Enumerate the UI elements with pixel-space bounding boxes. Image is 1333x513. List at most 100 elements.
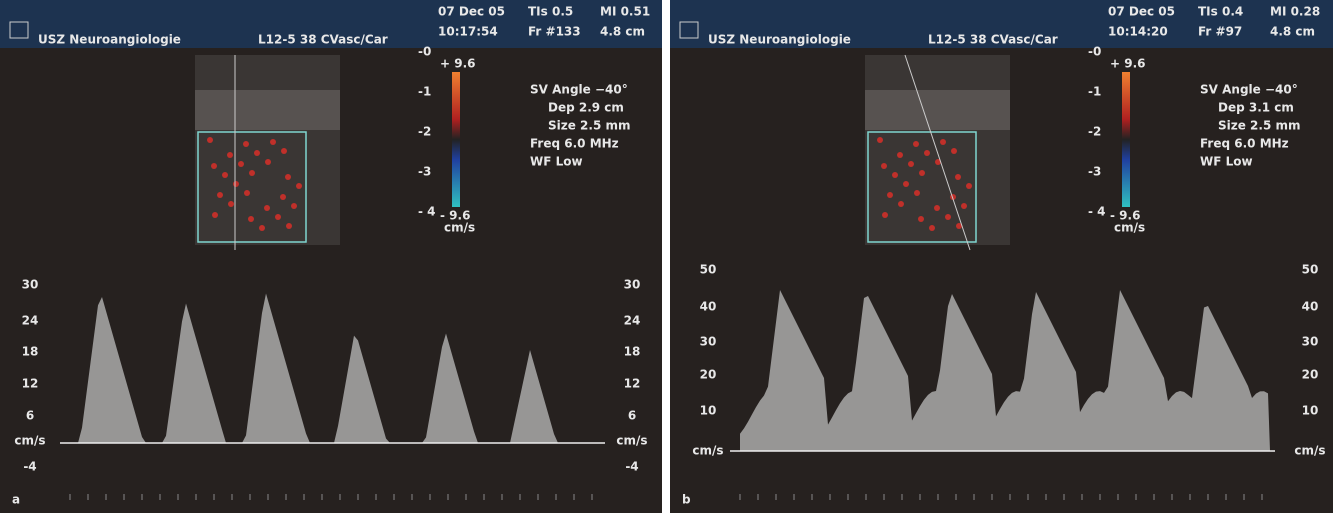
parameter: Dep 2.9 cm bbox=[548, 101, 624, 115]
flow-speckle bbox=[887, 192, 893, 198]
spectrum-tick-right: 30 bbox=[1302, 335, 1319, 349]
flow-speckle bbox=[227, 152, 233, 158]
flow-speckle bbox=[296, 183, 302, 189]
flow-speckle bbox=[934, 205, 940, 211]
frame: Fr #133 bbox=[528, 25, 581, 39]
bmode-image bbox=[195, 55, 340, 245]
flow-speckle bbox=[281, 148, 287, 154]
frame: Fr #97 bbox=[1198, 25, 1242, 39]
spectrum-tick-left: 30 bbox=[700, 335, 717, 349]
spectrum-tick-right: 40 bbox=[1302, 300, 1319, 314]
spectrum-tick-left: cm/s bbox=[14, 434, 45, 448]
parameter: WF Low bbox=[1200, 155, 1253, 169]
depth-label: -2 bbox=[1088, 125, 1101, 139]
flow-speckle bbox=[918, 216, 924, 222]
spectrum-tick-right: 18 bbox=[624, 345, 641, 359]
flow-speckle bbox=[238, 161, 244, 167]
flow-speckle bbox=[897, 152, 903, 158]
depth-label: -2 bbox=[418, 125, 431, 139]
depth-label: -3 bbox=[418, 165, 431, 179]
date: 07 Dec 05 bbox=[438, 5, 505, 19]
flow-speckle bbox=[892, 172, 898, 178]
depth: 4.8 cm bbox=[1270, 25, 1315, 39]
spectrum-tick-right: 50 bbox=[1302, 263, 1319, 277]
flow-speckle bbox=[285, 174, 291, 180]
flow-speckle bbox=[945, 214, 951, 220]
spectrum-tick-left: 30 bbox=[22, 278, 39, 292]
spectrum-tick-left: cm/s bbox=[692, 444, 723, 458]
bmode-band bbox=[865, 90, 1010, 130]
flow-speckle bbox=[951, 148, 957, 154]
flow-speckle bbox=[243, 141, 249, 147]
flow-speckle bbox=[908, 161, 914, 167]
panel-a: USZ Neuroangiologie L12-5 38 CVasc/Car 07 … bbox=[0, 0, 662, 513]
spectrum-tick-right: 12 bbox=[624, 377, 641, 391]
institution: USZ Neuroangiologie bbox=[708, 33, 851, 47]
header-bar bbox=[0, 0, 662, 48]
date: 07 Dec 05 bbox=[1108, 5, 1175, 19]
colorbar-min: - 9.6 bbox=[1110, 209, 1140, 223]
spectrum-tick-left: 50 bbox=[700, 263, 717, 277]
spectrum-tick-left: 40 bbox=[700, 300, 717, 314]
flow-speckle bbox=[929, 225, 935, 231]
mi: MI 0.51 bbox=[600, 5, 650, 19]
flow-speckle bbox=[914, 190, 920, 196]
colorbar-min: - 9.6 bbox=[440, 209, 470, 223]
parameter: SV Angle −40° bbox=[1200, 83, 1298, 97]
spectrum-tick-right: cm/s bbox=[616, 434, 647, 448]
spectrum-tick-left: -4 bbox=[23, 460, 36, 474]
flow-speckle bbox=[898, 201, 904, 207]
depth-label: -1 bbox=[1088, 85, 1101, 99]
flow-speckle bbox=[211, 163, 217, 169]
parameter: Size 2.5 mm bbox=[1218, 119, 1301, 133]
logo bbox=[679, 21, 699, 39]
doppler-spectrum bbox=[740, 290, 1270, 451]
spectrum-tick-right: 20 bbox=[1302, 368, 1319, 382]
flow-speckle bbox=[935, 159, 941, 165]
parameter: Freq 6.0 MHz bbox=[1200, 137, 1289, 151]
bmode-image bbox=[865, 55, 1010, 245]
flow-speckle bbox=[882, 212, 888, 218]
parameter: WF Low bbox=[530, 155, 583, 169]
flow-speckle bbox=[217, 192, 223, 198]
doppler-spectrum bbox=[70, 293, 600, 443]
time: 10:17:54 bbox=[438, 25, 498, 39]
depth-label: -3 bbox=[1088, 165, 1101, 179]
institution: USZ Neuroangiologie bbox=[38, 33, 181, 47]
panel-label: a bbox=[12, 493, 20, 507]
flow-speckle bbox=[881, 163, 887, 169]
bmode-band bbox=[195, 90, 340, 130]
spectrum-tick-right: 10 bbox=[1302, 404, 1319, 418]
colorbar-unit: cm/s bbox=[444, 221, 475, 235]
time: 10:14:20 bbox=[1108, 25, 1168, 39]
spectrum-tick-left: 18 bbox=[22, 345, 39, 359]
tis: TIs 0.4 bbox=[1198, 5, 1243, 19]
tis: TIs 0.5 bbox=[528, 5, 573, 19]
flow-speckle bbox=[233, 181, 239, 187]
flow-speckle bbox=[286, 223, 292, 229]
spectrum-tick-right: -4 bbox=[625, 460, 638, 474]
colorbar-max: + 9.6 bbox=[440, 57, 476, 71]
flow-speckle bbox=[244, 190, 250, 196]
flow-speckle bbox=[924, 150, 930, 156]
depth-label: -0 bbox=[418, 45, 431, 59]
color-bar bbox=[1122, 72, 1130, 207]
flow-speckle bbox=[265, 159, 271, 165]
flow-speckle bbox=[275, 214, 281, 220]
spectrum-tick-right: 6 bbox=[628, 409, 636, 423]
flow-speckle bbox=[940, 139, 946, 145]
color-box bbox=[867, 131, 977, 243]
probe: L12-5 38 CVasc/Car bbox=[258, 33, 388, 47]
spectrum-tick-left: 10 bbox=[700, 404, 717, 418]
flow-speckle bbox=[248, 216, 254, 222]
spectrum-tick-left: 6 bbox=[26, 409, 34, 423]
flow-speckle bbox=[966, 183, 972, 189]
parameter: Dep 3.1 cm bbox=[1218, 101, 1294, 115]
color-bar bbox=[452, 72, 460, 207]
mi: MI 0.28 bbox=[1270, 5, 1320, 19]
flow-speckle bbox=[919, 170, 925, 176]
depth-label: - 4 bbox=[418, 205, 436, 219]
probe: L12-5 38 CVasc/Car bbox=[928, 33, 1058, 47]
flow-speckle bbox=[259, 225, 265, 231]
